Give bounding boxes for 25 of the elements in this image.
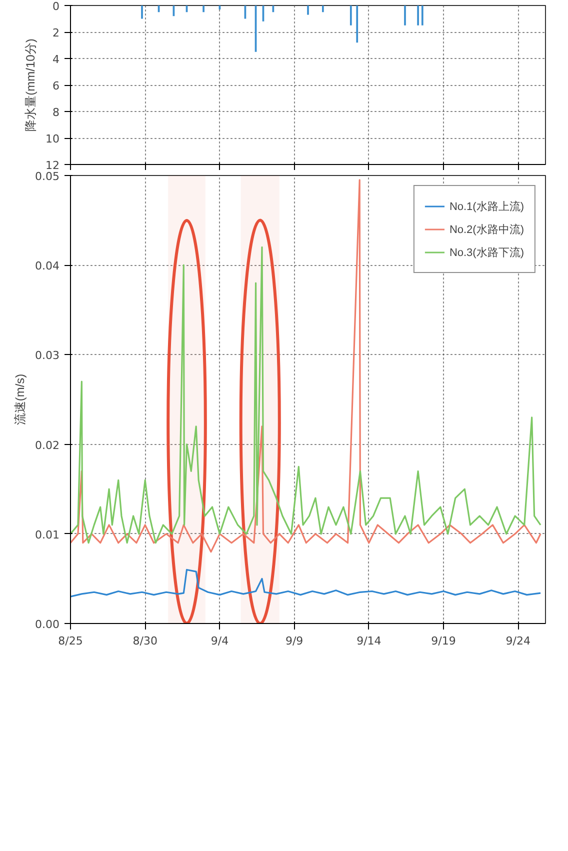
x-tick-label: 8/30	[132, 634, 158, 648]
x-tick-label: 9/24	[506, 634, 530, 648]
legend-label: No.3(水路下流)	[449, 246, 524, 260]
y-tick-label: 0	[52, 0, 60, 13]
y-tick-label: 0.00	[35, 618, 60, 631]
y-tick-label: 12	[46, 159, 60, 172]
y-axis-title: 降水量(mm/10分)	[24, 38, 38, 132]
x-tick-label: 9/4	[210, 634, 229, 648]
y-tick-label: 8	[52, 106, 60, 119]
y-tick-label: 4	[52, 53, 60, 66]
legend-label: No.1(水路上流)	[449, 200, 524, 214]
y-tick-label: 0.04	[35, 260, 60, 273]
y-tick-label: 6	[52, 80, 60, 92]
y-axis-title: 流速(m/s)	[13, 374, 28, 426]
x-tick-label: 9/14	[356, 634, 382, 648]
legend-label: No.2(水路中流)	[449, 222, 524, 236]
y-tick-label: 2	[52, 26, 60, 40]
y-tick-label: 0.02	[35, 438, 60, 452]
x-tick-label: 9/9	[285, 634, 304, 648]
x-tick-label: 9/19	[431, 634, 456, 648]
y-tick-label: 0.03	[35, 349, 60, 362]
y-tick-label: 0.01	[35, 528, 60, 542]
x-tick-label: 8/25	[58, 634, 83, 648]
y-tick-label: 0.05	[35, 170, 60, 183]
y-tick-label: 10	[46, 132, 60, 146]
